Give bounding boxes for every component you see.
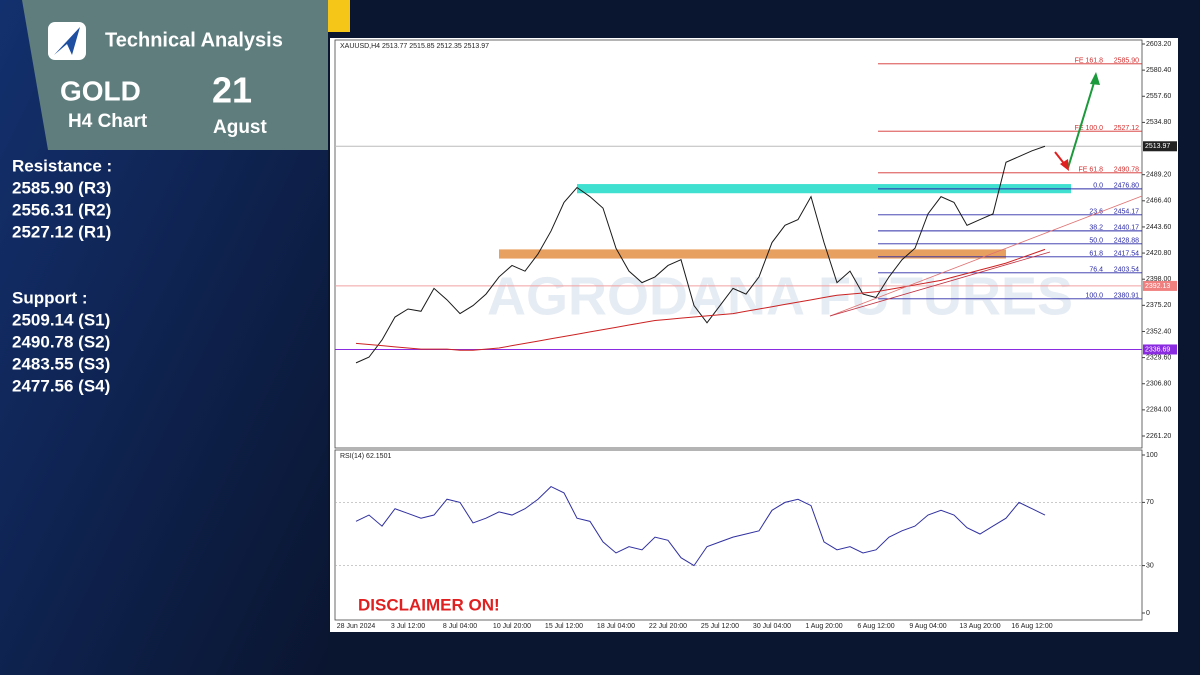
price-label: 2392.13 bbox=[1145, 283, 1170, 290]
plot: 2603.20 2580.40 2557.60 2534.80 2489.20 2466.… bbox=[335, 41, 1177, 630]
up-arrow bbox=[1067, 75, 1097, 169]
x-tick-label: 9 Aug 04:00 bbox=[909, 623, 946, 630]
level-name: FE 161.8 bbox=[1075, 58, 1104, 65]
x-tick-label: 1 Aug 20:00 bbox=[805, 623, 842, 630]
support-item: 2509.14 (S1) bbox=[12, 310, 110, 329]
y-tick-label: 70 bbox=[1146, 499, 1154, 506]
price-label-box bbox=[1143, 280, 1177, 291]
price-label: 2336.69 bbox=[1145, 346, 1170, 353]
y-tick-label: 2306.80 bbox=[1146, 381, 1171, 388]
level-value: 2440.17 bbox=[1114, 225, 1139, 232]
resistance-title: Resistance : bbox=[12, 156, 112, 175]
y-tick-label: 2261.20 bbox=[1146, 433, 1171, 440]
level-value: 2417.54 bbox=[1114, 251, 1139, 258]
level-name: FE 100.0 bbox=[1075, 125, 1104, 132]
chart-title: XAUUSD,H4 2513.77 2515.85 2512.35 2513.9… bbox=[340, 43, 489, 50]
accent-bar bbox=[328, 0, 350, 32]
x-tick-label: 8 Jul 04:00 bbox=[443, 623, 477, 630]
level-value: 2380.91 bbox=[1114, 293, 1139, 300]
rsi-panel bbox=[334, 449, 1143, 621]
up-arrow-head bbox=[1090, 72, 1100, 85]
x-tick-label: 3 Jul 12:00 bbox=[391, 623, 425, 630]
y-tick-label: 2443.60 bbox=[1146, 224, 1171, 231]
level-name: 0.0 bbox=[1093, 183, 1103, 190]
chart-frame bbox=[330, 38, 1178, 632]
day: 21 bbox=[212, 70, 252, 111]
level-name: 76.4 bbox=[1089, 267, 1103, 274]
y-tick-label: 0 bbox=[1146, 610, 1150, 617]
x-tick-label: 13 Aug 20:00 bbox=[959, 623, 1000, 630]
y-tick-label: 2420.80 bbox=[1146, 250, 1171, 257]
support-item: 2483.55 (S3) bbox=[12, 354, 110, 373]
series-line bbox=[355, 145, 1046, 364]
x-tick-label: 25 Jul 12:00 bbox=[701, 623, 739, 630]
y-tick-label: 2352.40 bbox=[1146, 328, 1171, 335]
y-tick-label: 100 bbox=[1146, 452, 1158, 459]
level-name: FE 61.8 bbox=[1078, 167, 1103, 174]
level-value: 2454.17 bbox=[1114, 209, 1139, 216]
resistance-item: 2527.12 (R1) bbox=[12, 222, 111, 241]
level-name: 23.6 bbox=[1089, 209, 1103, 216]
price-label: 2513.97 bbox=[1145, 143, 1170, 150]
support-item: 2490.78 (S2) bbox=[12, 332, 110, 351]
y-tick-label: 2489.20 bbox=[1146, 172, 1171, 179]
down-arrow-head bbox=[1060, 159, 1069, 171]
level-value: 2403.54 bbox=[1114, 267, 1139, 274]
x-tick-label: 15 Jul 12:00 bbox=[545, 623, 583, 630]
x-tick-label: 28 Jun 2024 bbox=[337, 623, 376, 630]
y-tick-label: 2557.60 bbox=[1146, 93, 1171, 100]
y-tick-label: 2466.40 bbox=[1146, 198, 1171, 205]
resistance-item: 2585.90 (R3) bbox=[12, 178, 111, 197]
y-tick-label: 2375.20 bbox=[1146, 302, 1171, 309]
x-tick-label: 16 Aug 12:00 bbox=[1011, 623, 1052, 630]
price-label-box bbox=[1143, 141, 1177, 152]
y-tick-label: 30 bbox=[1146, 562, 1154, 569]
price-label-box bbox=[1143, 344, 1177, 355]
trend-line bbox=[829, 251, 1051, 317]
y-tick-label: 2398.00 bbox=[1146, 276, 1171, 283]
x-tick-label: 22 Jul 20:00 bbox=[649, 623, 687, 630]
logo-arrow bbox=[54, 27, 80, 55]
support-title: Support : bbox=[12, 288, 88, 307]
y-tick-label: 2534.80 bbox=[1146, 119, 1171, 126]
series-line bbox=[355, 248, 1046, 351]
level-value: 2527.12 bbox=[1114, 125, 1139, 132]
series-line bbox=[355, 485, 1046, 567]
x-tick-label: 18 Jul 04:00 bbox=[597, 623, 635, 630]
x-tick-label: 6 Aug 12:00 bbox=[857, 623, 894, 630]
y-tick-label: 2284.00 bbox=[1146, 407, 1171, 414]
level-value: 2585.90 bbox=[1114, 58, 1139, 65]
level-name: 61.8 bbox=[1089, 251, 1103, 258]
level-name: 38.2 bbox=[1089, 225, 1103, 232]
header-box bbox=[22, 0, 328, 150]
resistance-item: 2556.31 (R2) bbox=[12, 200, 111, 219]
x-tick-label: 10 Jul 20:00 bbox=[493, 623, 531, 630]
disclaimer: DISCLAIMER ON! bbox=[358, 595, 500, 614]
rsi-title: RSI(14) 62.1501 bbox=[340, 453, 391, 460]
zone bbox=[577, 184, 1071, 194]
trend-line bbox=[829, 195, 1143, 317]
zone bbox=[499, 249, 1006, 259]
header-title: Technical Analysis bbox=[105, 29, 283, 51]
level-value: 2428.88 bbox=[1114, 238, 1139, 245]
level-name: 100.0 bbox=[1085, 293, 1103, 300]
x-tick-label: 30 Jul 04:00 bbox=[753, 623, 791, 630]
level-value: 2490.78 bbox=[1114, 167, 1139, 174]
level-name: 50.0 bbox=[1089, 238, 1103, 245]
symbol: GOLD bbox=[60, 75, 141, 106]
month: Agust bbox=[213, 117, 268, 138]
y-tick-label: 2329.60 bbox=[1146, 354, 1171, 361]
watermark: AGRODANA FUTURES bbox=[487, 266, 1073, 326]
support-item: 2477.56 (S4) bbox=[12, 376, 110, 395]
timeframe: H4 Chart bbox=[68, 111, 148, 132]
y-tick-label: 2603.20 bbox=[1146, 41, 1171, 48]
y-tick-label: 2580.40 bbox=[1146, 67, 1171, 74]
level-value: 2476.80 bbox=[1114, 183, 1139, 190]
